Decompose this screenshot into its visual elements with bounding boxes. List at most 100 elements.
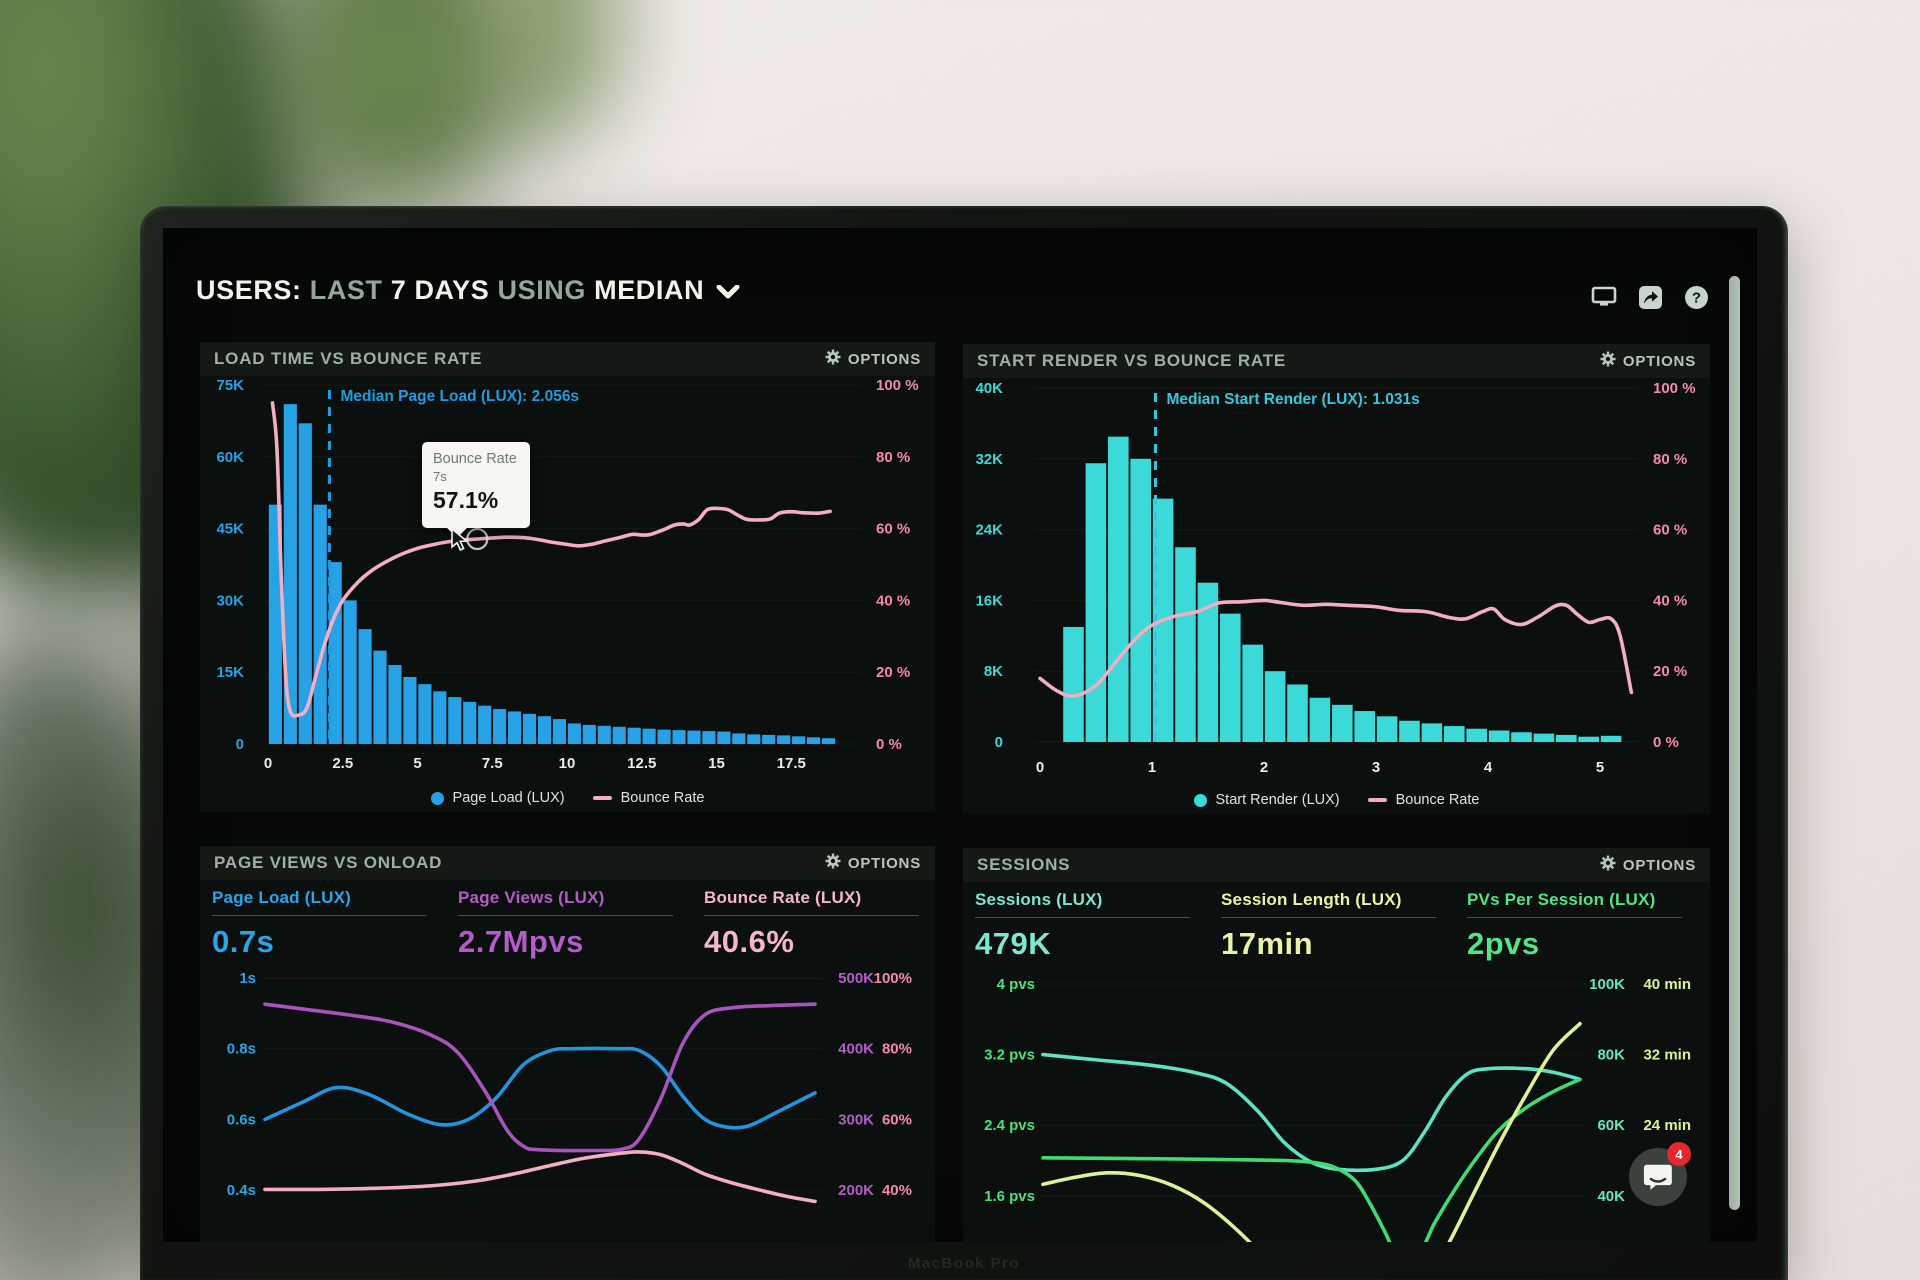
svg-text:5: 5 bbox=[1596, 759, 1604, 776]
metric-underline bbox=[975, 917, 1190, 918]
svg-text:30K: 30K bbox=[216, 592, 244, 609]
metric-value: 479K bbox=[975, 926, 1052, 961]
legend-item[interactable]: Page Load (LUX) bbox=[430, 790, 565, 806]
legend-item[interactable]: Start Render (LUX) bbox=[1193, 792, 1340, 808]
svg-text:40 %: 40 % bbox=[876, 592, 910, 609]
help-icon[interactable]: ? bbox=[1681, 284, 1711, 310]
gear-icon bbox=[825, 349, 841, 369]
svg-text:100 %: 100 % bbox=[1653, 380, 1696, 397]
load-time-histogram[interactable]: 75K 100 % 60K 80 % 45K 60 % 30K 40 % 15K 20 % 0 0 %… bbox=[200, 378, 935, 778]
svg-text:1: 1 bbox=[1148, 759, 1156, 776]
options-button[interactable]: OPTIONS bbox=[825, 853, 921, 873]
svg-text:0.6s: 0.6s bbox=[227, 1111, 256, 1128]
svg-text:80K: 80K bbox=[1597, 1047, 1625, 1064]
svg-text:400K: 400K bbox=[838, 1041, 874, 1058]
mouse-cursor-icon bbox=[451, 528, 469, 552]
panel-title: LOAD TIME VS BOUNCE RATE bbox=[214, 349, 483, 368]
svg-text:24K: 24K bbox=[975, 522, 1003, 539]
svg-text:60%: 60% bbox=[882, 1111, 912, 1128]
svg-text:4: 4 bbox=[1484, 759, 1493, 776]
metric-label: Page Views (LUX) bbox=[458, 888, 605, 907]
svg-text:80 %: 80 % bbox=[876, 449, 910, 466]
svg-text:4 pvs: 4 pvs bbox=[997, 976, 1035, 993]
monitor-icon[interactable] bbox=[1589, 284, 1619, 310]
svg-text:Median Start Render (LUX): 1.0: Median Start Render (LUX): 1.031s bbox=[1166, 391, 1419, 408]
svg-text:32 min: 32 min bbox=[1643, 1047, 1691, 1064]
page-views-vs-onload-chart[interactable]: 1s 0.8s 0.6s 0.4s 500K 400K 300K 200K 100% 80% 60%… bbox=[200, 966, 935, 1242]
svg-text:100 %: 100 % bbox=[876, 378, 919, 394]
legend-item[interactable]: Bounce Rate bbox=[592, 790, 704, 806]
panel-page-views-vs-onload: PAGE VIEWS VS ONLOAD OPTIONS Page Load (… bbox=[200, 846, 935, 1242]
share-icon[interactable] bbox=[1635, 284, 1665, 310]
svg-text:1.6 pvs: 1.6 pvs bbox=[984, 1188, 1035, 1205]
start-render-histogram[interactable]: 40K 100 % 32K 80 % 24K 60 % 16K 40 % 8K 20 % 0 0 % 0… bbox=[963, 380, 1710, 780]
options-button[interactable]: OPTIONS bbox=[1600, 351, 1696, 371]
metric-label: PVs Per Session (LUX) bbox=[1467, 890, 1656, 909]
gear-icon bbox=[825, 853, 841, 873]
panel-title: SESSIONS bbox=[977, 855, 1071, 874]
legend: Page Load (LUX) Bounce Rate bbox=[200, 790, 935, 806]
panel-sessions: SESSIONS OPTIONS Sessions (LUX) 479K Sessi… bbox=[963, 848, 1710, 1242]
chevron-down-icon bbox=[716, 285, 740, 299]
metric-label: Page Load (LUX) bbox=[212, 888, 352, 907]
metric-value: 17min bbox=[1221, 926, 1314, 961]
svg-text:2: 2 bbox=[1260, 759, 1268, 776]
svg-text:3.2 pvs: 3.2 pvs bbox=[984, 1047, 1035, 1064]
svg-text:?: ? bbox=[1691, 289, 1700, 306]
svg-text:75K: 75K bbox=[216, 378, 244, 394]
metric-value: 2pvs bbox=[1467, 926, 1540, 961]
metric-pvs-per-session-lux: PVs Per Session (LUX) 2pvs bbox=[1467, 890, 1682, 962]
legend-line-swatch bbox=[592, 796, 612, 800]
panel-load-time-vs-bounce-rate: LOAD TIME VS BOUNCE RATE OPTIONS 75K 100 … bbox=[200, 342, 935, 812]
legend-label: Page Load (LUX) bbox=[452, 790, 565, 806]
svg-text:80 %: 80 % bbox=[1653, 451, 1687, 468]
svg-text:1s: 1s bbox=[239, 970, 256, 987]
svg-text:40K: 40K bbox=[1597, 1188, 1625, 1205]
svg-text:0: 0 bbox=[995, 734, 1003, 751]
svg-text:45K: 45K bbox=[216, 521, 244, 538]
legend-item[interactable]: Bounce Rate bbox=[1367, 792, 1479, 808]
metric-value: 0.7s bbox=[212, 924, 275, 959]
svg-text:0: 0 bbox=[1036, 759, 1044, 776]
legend-label: Start Render (LUX) bbox=[1215, 792, 1340, 808]
scrollbar[interactable] bbox=[1729, 276, 1740, 1210]
svg-text:7.5: 7.5 bbox=[482, 755, 503, 772]
metric-label: Session Length (LUX) bbox=[1221, 890, 1402, 909]
svg-text:40 %: 40 % bbox=[1653, 592, 1687, 609]
svg-text:40K: 40K bbox=[975, 380, 1003, 397]
metric-label: Sessions (LUX) bbox=[975, 890, 1103, 909]
svg-text:10: 10 bbox=[559, 755, 576, 772]
svg-text:500K: 500K bbox=[838, 970, 874, 987]
metric-label: Bounce Rate (LUX) bbox=[704, 888, 862, 907]
svg-text:2.4 pvs: 2.4 pvs bbox=[984, 1117, 1035, 1134]
svg-text:200K: 200K bbox=[838, 1182, 874, 1199]
metric-value: 40.6% bbox=[704, 924, 795, 959]
legend-dot-swatch bbox=[1193, 793, 1207, 807]
metric-page-views-lux: Page Views (LUX) 2.7Mpvs bbox=[458, 888, 673, 960]
svg-text:24 min: 24 min bbox=[1643, 1117, 1691, 1134]
metric-underline bbox=[212, 915, 427, 916]
page-title: USERS: LAST 7 DAYS USING MEDIAN bbox=[196, 274, 705, 305]
svg-text:32K: 32K bbox=[975, 451, 1003, 468]
notification-badge: 4 bbox=[1667, 1142, 1691, 1166]
svg-text:0: 0 bbox=[264, 755, 272, 772]
date-range-dropdown[interactable]: USERS: LAST 7 DAYS USING MEDIAN bbox=[196, 270, 740, 310]
metric-sessions-lux: Sessions (LUX) 479K bbox=[975, 890, 1190, 962]
svg-text:5: 5 bbox=[413, 755, 421, 772]
svg-text:0 %: 0 % bbox=[1653, 734, 1679, 751]
options-button[interactable]: OPTIONS bbox=[825, 349, 921, 369]
bezel-brand-label: MacBook Pro bbox=[907, 1255, 1021, 1272]
laptop: USERS: LAST 7 DAYS USING MEDIAN bbox=[140, 206, 1788, 1280]
svg-text:20 %: 20 % bbox=[876, 664, 910, 681]
gear-icon bbox=[1600, 351, 1616, 371]
svg-text:20 %: 20 % bbox=[1653, 663, 1687, 680]
svg-text:40 min: 40 min bbox=[1643, 976, 1691, 993]
sessions-chart[interactable]: 4 pvs 3.2 pvs 2.4 pvs 1.6 pvs 100K 80K 60K 40K 4… bbox=[963, 968, 1710, 1242]
legend: Start Render (LUX) Bounce Rate bbox=[963, 792, 1710, 808]
screen: USERS: LAST 7 DAYS USING MEDIAN bbox=[163, 228, 1757, 1242]
svg-text:100K: 100K bbox=[1589, 976, 1625, 993]
svg-text:40%: 40% bbox=[882, 1182, 912, 1199]
chat-launcher-button[interactable]: 4 bbox=[1629, 1142, 1691, 1206]
options-button[interactable]: OPTIONS bbox=[1600, 855, 1696, 875]
legend-dot-swatch bbox=[430, 791, 444, 805]
